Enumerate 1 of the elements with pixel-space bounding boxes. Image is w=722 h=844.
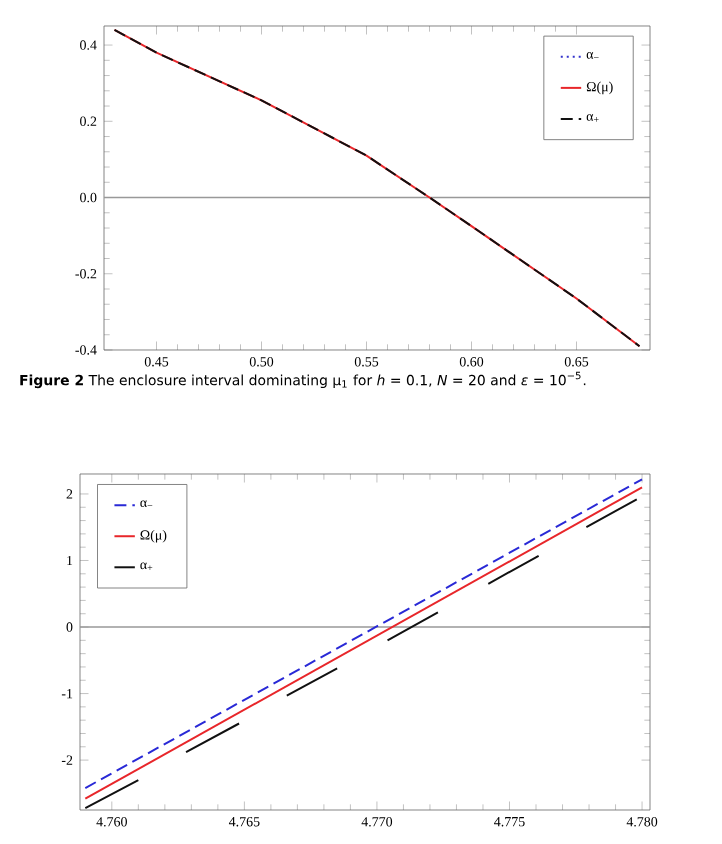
- line-series: [113, 28, 641, 348]
